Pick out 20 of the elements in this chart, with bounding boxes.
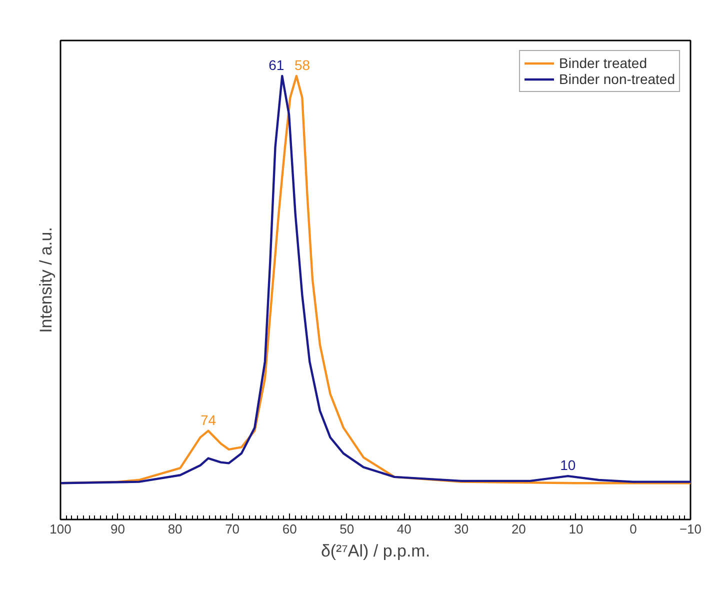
x-tick-label: 100 xyxy=(50,522,72,536)
x-tick-label: 30 xyxy=(454,522,469,536)
x-tick-label: 0 xyxy=(630,522,637,536)
x-tick-label: 70 xyxy=(225,522,240,536)
x-tick-label: 10 xyxy=(568,522,584,536)
x-tick-label: 80 xyxy=(168,522,182,536)
annotation: 61 xyxy=(268,56,284,73)
x-tick-label: 90 xyxy=(110,522,126,536)
legend-label: Binder treated xyxy=(559,55,647,71)
x-tick-label: 20 xyxy=(511,522,526,536)
annotation: 58 xyxy=(294,56,310,73)
x-tick-label: 50 xyxy=(340,522,354,536)
x-tick-label: 40 xyxy=(396,522,412,536)
annotation: 10 xyxy=(560,457,576,474)
x-tick-label: −10 xyxy=(679,522,702,536)
y-axis-title: Intensity / a.u. xyxy=(36,227,56,333)
x-tick-label: 60 xyxy=(282,522,297,536)
annotation: 74 xyxy=(200,412,216,428)
x-axis-title: δ(²⁷Al) / p.p.m. xyxy=(320,542,430,560)
legend-label: Binder non-treated xyxy=(559,71,675,87)
